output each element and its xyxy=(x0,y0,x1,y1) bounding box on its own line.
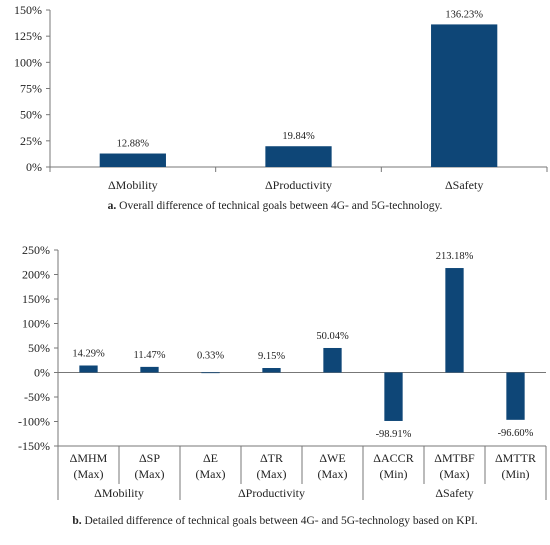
chart-b: -150% -100% -50% 0% 50% 100% 150% 200% 250% 14.29… xyxy=(18,243,547,500)
y-tick-label-b: -100% xyxy=(18,415,50,429)
bar-a xyxy=(265,146,332,167)
category-label-b: ΔMTBF xyxy=(434,451,475,465)
y-tick-label-b: 100% xyxy=(22,317,50,331)
y-tick-label-b: 50% xyxy=(28,341,50,355)
category-label-a: ΔSafety xyxy=(445,178,483,192)
bar-b xyxy=(323,347,342,373)
category-label-b: ΔMHM xyxy=(70,451,108,465)
data-label-b: 0.33% xyxy=(197,351,224,362)
category-sublabel-b: (Max) xyxy=(257,467,287,481)
category-label-b: ΔTR xyxy=(260,451,283,465)
chart-a: 0% 25% 50% 75% 100% 125% 150% 12.88% ΔMobility 19… xyxy=(14,3,548,192)
y-tick-label-a: 0% xyxy=(26,160,42,174)
y-tick-label-a: 125% xyxy=(14,29,42,43)
category-sublabel-b: (Max) xyxy=(440,467,470,481)
bar-b xyxy=(506,372,525,420)
category-sublabel-b: (Max) xyxy=(196,467,226,481)
bar-b xyxy=(201,372,220,374)
bar-b xyxy=(445,268,464,373)
category-sublabel-b: (Max) xyxy=(318,467,348,481)
category-label-b: ΔWE xyxy=(319,451,345,465)
category-label-b: ΔSP xyxy=(139,451,160,465)
group-label-b: ΔProductivity xyxy=(238,486,305,500)
bar-a xyxy=(99,153,166,167)
y-tick-label-a: 75% xyxy=(20,82,42,96)
y-tick-label-b: 0% xyxy=(34,366,50,380)
group-label-b: ΔSafety xyxy=(435,486,473,500)
y-tick-label-b: 150% xyxy=(22,292,50,306)
y-tick-label-a: 150% xyxy=(14,3,42,17)
category-sublabel-b: (Max) xyxy=(135,467,165,481)
category-label-b: ΔMTTR xyxy=(495,451,536,465)
y-tick-label-b: 250% xyxy=(22,243,50,257)
caption-a-text: Overall difference of technical goals be… xyxy=(119,200,443,212)
category-label-b: ΔE xyxy=(203,451,218,465)
category-sublabel-b: (Min) xyxy=(380,467,408,481)
caption-b: b. Detailed difference of technical goal… xyxy=(0,515,550,527)
bar-b xyxy=(384,372,403,421)
y-tick-label-b: 200% xyxy=(22,268,50,282)
category-label-a: ΔMobility xyxy=(108,178,158,192)
category-sublabel-b: (Min) xyxy=(502,467,530,481)
bar-a xyxy=(431,24,498,168)
data-label-a: 136.23% xyxy=(445,9,483,20)
caption-b-text: Detailed difference of technical goals b… xyxy=(84,515,478,527)
category-sublabel-b: (Max) xyxy=(74,467,104,481)
caption-b-prefix: b. xyxy=(72,515,82,527)
y-tick-label-a: 100% xyxy=(14,55,42,69)
data-label-b: 11.47% xyxy=(134,350,166,361)
data-label-b: 50.04% xyxy=(316,331,349,342)
data-label-b: -96.60% xyxy=(498,428,534,439)
caption-a: a. Overall difference of technical goals… xyxy=(0,200,550,212)
data-label-b: -98.91% xyxy=(376,429,412,440)
data-label-a: 19.84% xyxy=(282,131,315,142)
group-label-b: ΔMobility xyxy=(94,486,144,500)
data-label-b: 9.15% xyxy=(258,351,285,362)
category-label-a: ΔProductivity xyxy=(265,178,332,192)
y-tick-label-b: -150% xyxy=(18,439,50,453)
category-label-b: ΔACCR xyxy=(373,451,413,465)
y-tick-label-a: 50% xyxy=(20,108,42,122)
data-label-b: 213.18% xyxy=(436,251,474,262)
y-tick-label-b: -50% xyxy=(24,390,50,404)
bar-b xyxy=(262,368,281,373)
bar-b xyxy=(79,365,98,373)
y-tick-label-a: 25% xyxy=(20,134,42,148)
data-label-a: 12.88% xyxy=(117,139,150,150)
caption-a-prefix: a. xyxy=(107,200,117,212)
data-label-b: 14.29% xyxy=(72,348,105,359)
bar-b xyxy=(140,366,159,373)
